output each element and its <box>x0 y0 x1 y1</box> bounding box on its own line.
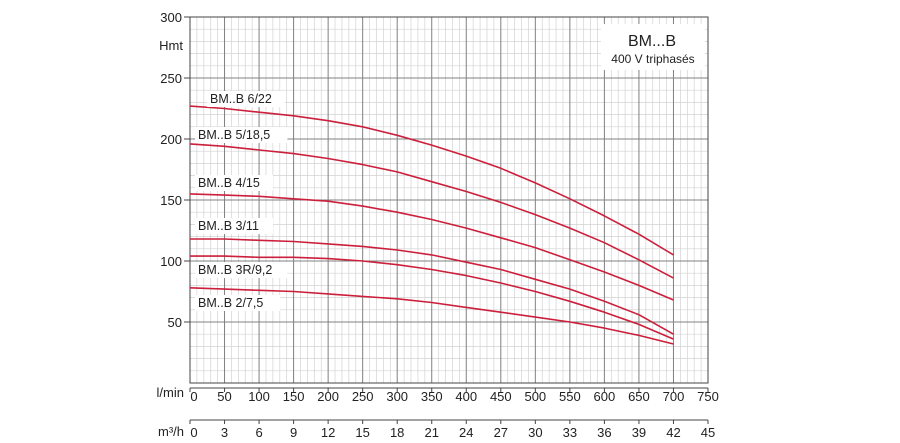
x-primary-tick-label: 700 <box>663 389 685 404</box>
x-primary-tick-label: 450 <box>490 389 512 404</box>
series-label-background <box>207 91 285 107</box>
x-primary-tick-label: 250 <box>352 389 374 404</box>
x-secondary-tick-label: 0 <box>190 425 197 440</box>
series-label-background <box>195 295 281 311</box>
x-primary-tick-label: 650 <box>628 389 650 404</box>
x-secondary-tick-label: 18 <box>390 425 404 440</box>
series-line <box>189 143 674 279</box>
x-primary-tick-label: 350 <box>421 389 443 404</box>
series-label-background <box>195 218 273 234</box>
series-label-background <box>195 262 288 278</box>
y-tick-label: 200 <box>160 132 182 147</box>
x-secondary-tick-label: 6 <box>255 425 262 440</box>
x-primary-tick-label: 550 <box>559 389 581 404</box>
x-primary-unit-label: l/min <box>157 385 184 400</box>
series-line <box>189 105 674 256</box>
x-primary-tick-label: 50 <box>217 389 231 404</box>
title-box: BM...B 400 V triphasés <box>601 24 705 70</box>
y-tick-label: 250 <box>160 71 182 86</box>
x-secondary-tick-label: 21 <box>424 425 438 440</box>
chart-title: BM...B <box>628 33 676 50</box>
x-secondary-unit-label: m³/h <box>158 424 184 439</box>
x-primary-tick-label: 0 <box>190 389 197 404</box>
x-secondary-tick-label: 9 <box>290 425 297 440</box>
x-secondary-tick-label: 27 <box>494 425 508 440</box>
x-secondary-tick-label: 12 <box>321 425 335 440</box>
x-secondary-tick-label: 39 <box>632 425 646 440</box>
series-line <box>190 255 674 340</box>
series-label: BM..B 5/18,5 <box>198 128 270 142</box>
series-label: BM..B 3R/9,2 <box>198 263 272 277</box>
series-label-background <box>195 175 273 191</box>
x-primary-tick-label: 300 <box>386 389 408 404</box>
y-tick-label: 150 <box>160 193 182 208</box>
series-label: BM..B 4/15 <box>198 176 260 190</box>
x-secondary-tick-label: 45 <box>701 425 715 440</box>
x-secondary-tick-label: 15 <box>355 425 369 440</box>
series-line <box>190 238 674 335</box>
x-primary-tick-label: 600 <box>594 389 616 404</box>
x-primary-tick-label: 150 <box>283 389 305 404</box>
series-label: BM..B 6/22 <box>210 92 272 106</box>
x-secondary-tick-label: 33 <box>563 425 577 440</box>
x-primary-tick-label: 500 <box>524 389 546 404</box>
x-primary-tick-label: 200 <box>317 389 339 404</box>
y-axis-label: Hmt <box>159 38 183 53</box>
x-secondary-tick-label: 42 <box>666 425 680 440</box>
series-labels: BM..B 6/22 BM..B 5/18,5 BM..B 4/15 BM..B 3/… <box>195 91 288 311</box>
x-secondary-tick-label: 36 <box>597 425 611 440</box>
chart-subtitle: 400 V triphasés <box>611 52 694 66</box>
series-line <box>189 193 674 301</box>
x-secondary-tick-label: 24 <box>459 425 473 440</box>
x-primary-tick-label: 100 <box>248 389 270 404</box>
x-primary-tick-label: 750 <box>697 389 719 404</box>
x-secondary-tick-label: 3 <box>221 425 228 440</box>
x-secondary-tick-label: 30 <box>528 425 542 440</box>
series-label: BM..B 3/11 <box>198 219 259 233</box>
series-label-background <box>195 127 288 143</box>
series-line <box>189 287 674 345</box>
y-tick-label: 300 <box>160 10 182 25</box>
grid <box>190 17 708 383</box>
x-primary-tick-label: 400 <box>455 389 477 404</box>
y-tick-label: 50 <box>168 315 182 330</box>
series-curves <box>189 105 674 345</box>
series-label: BM..B 2/7,5 <box>198 296 263 310</box>
y-tick-label: 100 <box>160 254 182 269</box>
